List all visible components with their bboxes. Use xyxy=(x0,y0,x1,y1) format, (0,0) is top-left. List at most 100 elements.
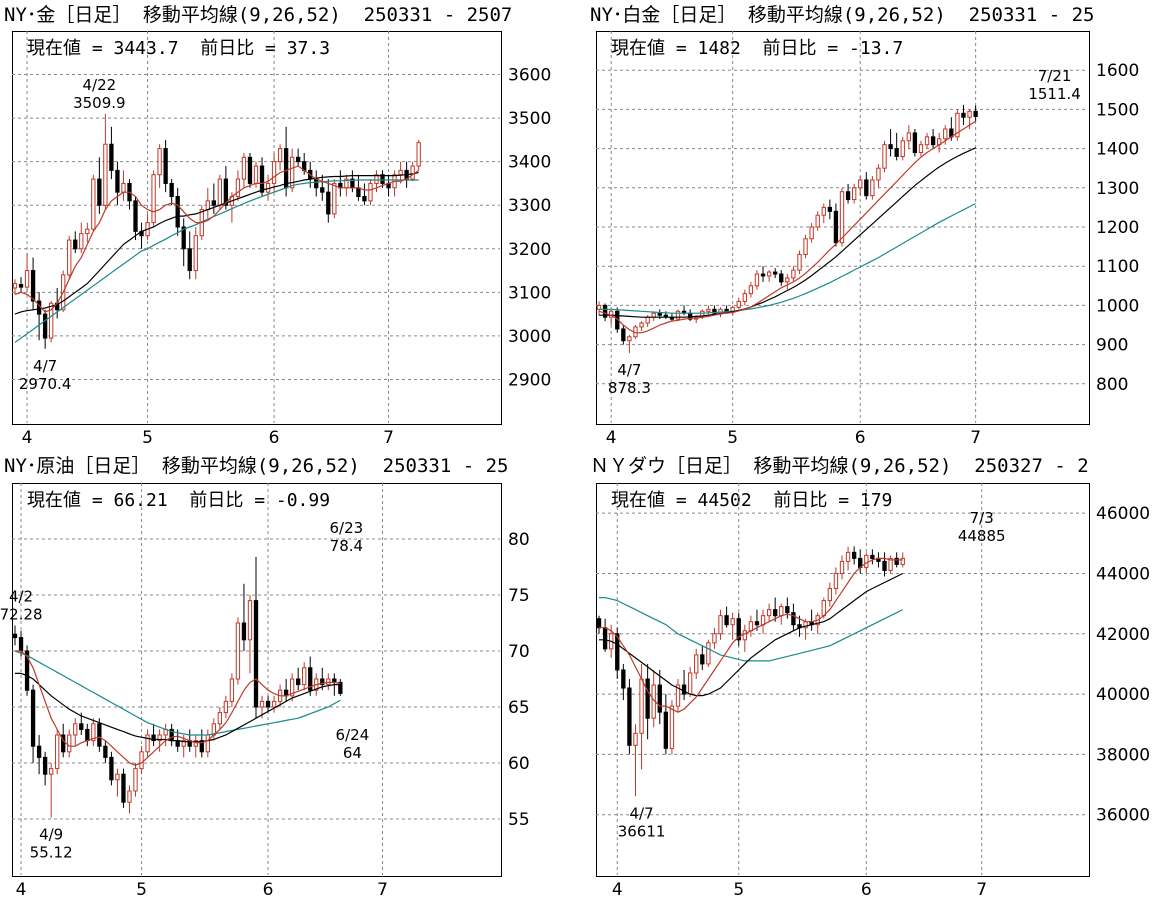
y-tick-label: 1400 xyxy=(1096,140,1139,160)
candle-body xyxy=(809,226,814,240)
candle-body xyxy=(73,239,78,250)
candle-body xyxy=(97,178,102,206)
x-tick-label: 4 xyxy=(606,428,617,448)
candle-body xyxy=(151,174,156,224)
y-tick-label: 800 xyxy=(1096,375,1128,395)
candle-body xyxy=(700,654,705,665)
candle-body xyxy=(163,148,168,184)
candle-body xyxy=(229,678,235,702)
candle-body xyxy=(888,144,893,150)
candle-body xyxy=(773,609,778,617)
candle-body xyxy=(133,200,138,232)
candle-body xyxy=(356,187,361,198)
x-tick-label: 4 xyxy=(612,880,623,900)
candle-body xyxy=(277,148,283,163)
candle-body xyxy=(736,300,741,308)
candle-body xyxy=(633,732,638,746)
candle-body xyxy=(217,178,223,206)
candle-body xyxy=(627,336,632,342)
y-tick-label: 55 xyxy=(508,810,530,830)
candle-body xyxy=(615,633,620,671)
candle-body xyxy=(30,689,36,747)
y-tick-label: 70 xyxy=(508,642,530,662)
y-tick-label: 3500 xyxy=(508,109,551,129)
x-tick-label: 5 xyxy=(727,428,738,448)
candle-body xyxy=(760,615,766,626)
peak-annotation: 4/2 xyxy=(9,587,33,605)
candle-body xyxy=(864,179,869,197)
candle-body xyxy=(121,182,126,193)
candle-body xyxy=(175,196,180,228)
candle-body xyxy=(18,637,24,652)
candle-body xyxy=(12,633,18,639)
candle-body xyxy=(362,196,367,202)
peak-annotation: 7/3 xyxy=(970,509,994,527)
candle-body xyxy=(109,756,114,781)
candle-body xyxy=(169,182,174,198)
ma9-line xyxy=(14,165,420,313)
chart-svg: 2900 3000 3100 3200 3300 3400 3500 3600 4 5 6 7 4/22… xyxy=(12,31,551,448)
candle-body xyxy=(803,238,808,255)
y-tick-label: 75 xyxy=(508,586,530,606)
candle-body xyxy=(864,554,869,568)
y-tick-label: 1100 xyxy=(1096,257,1139,277)
x-tick-label: 7 xyxy=(976,880,987,900)
current-value-label: 現在値 = 44502 前日比 = 179 xyxy=(611,490,893,511)
candle-body xyxy=(766,271,772,277)
candle-body xyxy=(181,226,186,250)
candle-body xyxy=(791,612,796,626)
candle-body xyxy=(91,178,96,230)
ma9-line xyxy=(598,120,976,334)
candle-body xyxy=(368,182,373,202)
x-tick-label: 7 xyxy=(377,880,388,900)
candle-body xyxy=(241,156,247,180)
candle-body xyxy=(410,165,415,180)
y-tick-label: 3000 xyxy=(508,327,551,347)
candle-body xyxy=(235,622,241,680)
candle-body xyxy=(718,615,723,635)
candle-body xyxy=(754,621,760,626)
peak-annotation: 6/23 xyxy=(330,519,364,537)
candle-body xyxy=(320,187,325,193)
candle-body xyxy=(12,283,18,289)
y-tick-label: 60 xyxy=(508,754,530,774)
candle-body xyxy=(416,142,421,167)
candle-body xyxy=(694,654,699,674)
candle-body xyxy=(18,283,24,288)
candle-body xyxy=(223,178,229,206)
chart-svg: 800 900 1000 1100 1200 1300 1400 1500 1600 4 5 6 7 7/… xyxy=(596,31,1139,448)
candle-body xyxy=(973,110,978,117)
peak-annotation: 7/21 xyxy=(1038,67,1072,85)
ma26-line xyxy=(15,672,341,743)
candle-body xyxy=(109,143,114,171)
peak-annotation: 4/7 xyxy=(617,361,641,379)
candle-body xyxy=(193,235,198,272)
candle-body xyxy=(833,572,839,590)
y-tick-label: 1500 xyxy=(1096,100,1139,120)
candle-body xyxy=(36,745,42,758)
peak-annotation: 2970.4 xyxy=(19,375,72,393)
x-tick-label: 5 xyxy=(142,428,153,448)
chart-panel-crude-oil: NY･原油［日足］ 移動平均線(9,26,52) 250331 - 25 現在値… xyxy=(0,451,585,902)
candle-body xyxy=(894,148,899,157)
candle-body xyxy=(296,156,301,163)
candle-body xyxy=(858,179,863,189)
candle-body xyxy=(930,136,936,146)
chart-title: NY･原油［日足］ 移動平均線(9,26,52) 250331 - 25 xyxy=(4,455,509,477)
ma52-line xyxy=(14,179,419,343)
candle-body xyxy=(712,633,717,644)
peak-annotation: 64 xyxy=(343,744,362,762)
candle-body xyxy=(157,148,162,176)
candle-body xyxy=(839,191,845,244)
candle-body xyxy=(779,606,784,617)
y-tick-label: 3600 xyxy=(508,66,551,86)
peak-annotation: 4/7 xyxy=(33,357,57,375)
y-tick-label: 36000 xyxy=(1096,806,1150,826)
candle-body xyxy=(241,622,247,641)
y-tick-label: 80 xyxy=(508,530,530,550)
chart-panel-platinum: NY･白金［日足］ 移動平均線(9,26,52) 250331 - 25 現在値… xyxy=(586,0,1171,451)
candle-body xyxy=(289,156,295,189)
plot-area: 現在値 = 1482 前日比 = -13.7 xyxy=(596,31,1090,425)
candle-body xyxy=(115,773,120,781)
